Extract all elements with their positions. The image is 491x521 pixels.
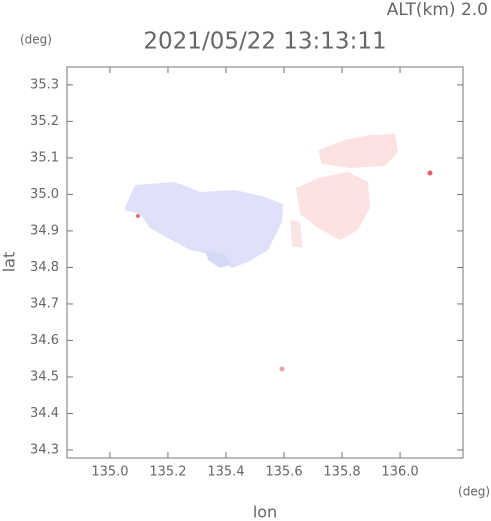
pink-echo [296, 172, 370, 240]
x-tick-label: 136.0 [381, 465, 418, 480]
echo-dot [136, 214, 140, 218]
y-axis-label: lat [0, 252, 19, 273]
y-unit: (deg) [20, 33, 52, 47]
chart-title: 2021/05/22 13:13:11 [143, 29, 386, 55]
x-axis-label: lon [253, 503, 277, 521]
y-tick-label: 34.3 [30, 442, 59, 457]
x-tick-label: 135.8 [323, 465, 360, 480]
plot-frame [66, 66, 464, 459]
x-tick-label: 135.0 [91, 465, 128, 480]
y-tick-label: 34.7 [30, 296, 59, 311]
y-tick-label: 34.6 [30, 333, 59, 348]
echo-regions [124, 134, 433, 372]
pink-echo [290, 220, 303, 248]
x-tick-label: 135.2 [149, 465, 186, 480]
y-tick-label: 34.9 [30, 223, 59, 238]
x-unit: (deg) [458, 485, 490, 499]
x-tick-label: 135.4 [207, 465, 244, 480]
y-tick-label: 34.8 [30, 260, 59, 275]
blue-echo [205, 250, 232, 268]
y-tick-label: 35.2 [30, 114, 59, 129]
x-tick-label: 135.6 [265, 465, 302, 480]
blue-echo [124, 182, 283, 268]
echo-dot [427, 170, 433, 176]
pink-echo [318, 134, 398, 168]
y-tick-label: 35.3 [30, 77, 59, 92]
y-tick-label: 35.0 [30, 187, 59, 202]
y-tick-label: 35.1 [30, 150, 59, 165]
echo-dot [279, 366, 285, 372]
y-tick-label: 34.4 [30, 406, 59, 421]
y-tick-label: 34.5 [30, 369, 59, 384]
altitude-label: ALT(km) 2.0 [387, 0, 488, 20]
